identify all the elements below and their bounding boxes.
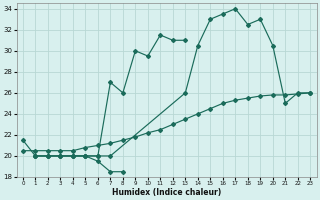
X-axis label: Humidex (Indice chaleur): Humidex (Indice chaleur) [112,188,221,197]
